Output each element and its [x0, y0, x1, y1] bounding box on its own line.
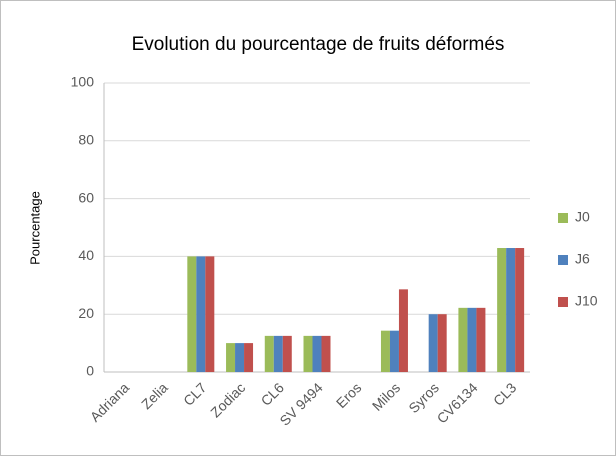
bar — [321, 335, 331, 372]
y-axis-label: Pourcentage — [27, 191, 42, 265]
bar — [437, 314, 447, 372]
legend-label: J0 — [575, 209, 590, 225]
bar — [506, 248, 516, 372]
y-tick-label: 20 — [78, 305, 94, 321]
chart-title: Evolution du pourcentage de fruits défor… — [132, 34, 505, 55]
bar — [389, 330, 399, 372]
legend-label: J10 — [575, 293, 598, 309]
bar — [226, 343, 236, 372]
bar — [196, 256, 206, 372]
bar — [187, 256, 197, 372]
y-tick-label: 40 — [78, 247, 94, 263]
bar — [428, 314, 438, 372]
bar — [458, 307, 468, 372]
bar — [312, 335, 322, 372]
bar — [264, 335, 274, 372]
bar — [235, 343, 245, 372]
bar — [303, 335, 313, 372]
y-tick-label: 60 — [78, 189, 94, 205]
bar — [273, 335, 283, 372]
bar — [497, 248, 507, 372]
legend-label: J6 — [575, 251, 590, 267]
legend-swatch — [558, 255, 568, 265]
y-tick-label: 0 — [86, 363, 94, 379]
legend-swatch — [558, 213, 568, 223]
bar — [205, 256, 215, 372]
bar — [467, 307, 477, 372]
legend-swatch — [558, 297, 568, 307]
bar — [282, 335, 292, 372]
bar — [476, 307, 486, 372]
y-tick-label: 100 — [71, 74, 95, 90]
y-tick-label: 80 — [78, 132, 94, 148]
bar — [380, 330, 390, 372]
bar — [244, 343, 254, 372]
bar — [515, 248, 525, 372]
bar — [398, 289, 408, 372]
